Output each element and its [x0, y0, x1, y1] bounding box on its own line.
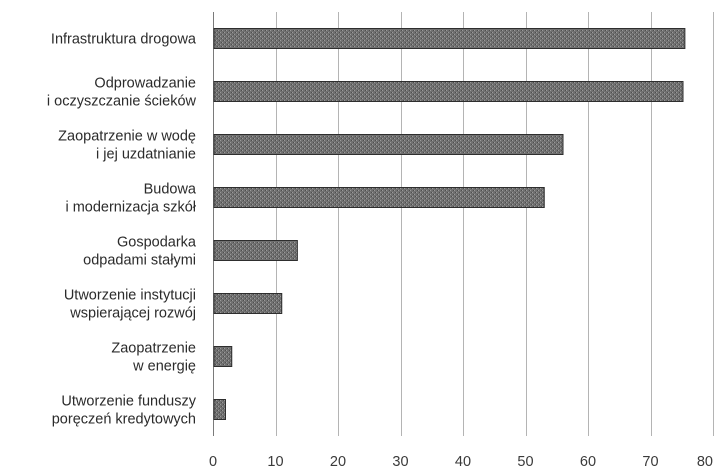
category-labels: Infrastruktura drogowa Odprowadzanie i ocz… — [47, 32, 197, 428]
category-label-line: i modernizacja szkół — [65, 200, 196, 216]
bar-2 — [213, 81, 684, 102]
category-label-7: Zaopatrzenie w energię — [111, 341, 196, 375]
category-label-line: Zaopatrzenie w wodę — [58, 129, 196, 145]
x-tick-label-70: 70 — [642, 454, 658, 470]
x-tick-label-80: 80 — [697, 454, 713, 470]
category-label-line: odpadami stałymi — [83, 253, 196, 269]
category-label-4: Budowa i modernizacja szkół — [65, 182, 196, 216]
x-tick-labels: 0 10 20 30 40 50 60 70 80 — [209, 454, 713, 470]
category-label-1: Infrastruktura drogowa — [51, 32, 197, 48]
x-tick-label-10: 10 — [267, 454, 283, 470]
category-label-line: Zaopatrzenie — [111, 341, 196, 357]
bar-3 — [213, 134, 564, 155]
category-label-line: wspierającej rozwój — [69, 306, 196, 322]
category-label-line: poręczeń kredytowych — [52, 412, 196, 428]
x-tick-label-20: 20 — [330, 454, 346, 470]
category-label-6: Utworzenie instytucji wspierającej rozwój — [64, 288, 196, 322]
category-label-line: Infrastruktura drogowa — [51, 32, 197, 48]
category-label-line: Odprowadzanie — [94, 76, 196, 92]
category-label-line: Utworzenie funduszy — [61, 394, 196, 410]
x-tick-label-30: 30 — [392, 454, 408, 470]
bar-7 — [213, 346, 233, 367]
bar-5 — [213, 240, 298, 261]
category-label-line: i oczyszczanie ścieków — [47, 94, 197, 110]
category-label-8: Utworzenie funduszy poręczeń kredytowych — [52, 394, 197, 428]
category-label-line: Budowa — [144, 182, 197, 198]
category-label-5: Gospodarka odpadami stałymi — [83, 235, 197, 269]
x-tick-label-0: 0 — [209, 454, 217, 470]
bar-4 — [213, 187, 545, 208]
category-label-line: Gospodarka — [117, 235, 197, 251]
category-label-2: Odprowadzanie i oczyszczanie ścieków — [47, 76, 197, 110]
category-label-line: i jej uzdatnianie — [96, 147, 196, 163]
x-tick-label-60: 60 — [580, 454, 596, 470]
x-tick-label-40: 40 — [455, 454, 471, 470]
bar-8 — [213, 399, 226, 420]
category-label-line: w energię — [132, 359, 196, 375]
bar-6 — [213, 293, 283, 314]
bars — [213, 28, 686, 420]
bar-1 — [213, 28, 686, 49]
category-label-3: Zaopatrzenie w wodę i jej uzdatnianie — [58, 129, 196, 163]
x-tick-label-50: 50 — [517, 454, 533, 470]
category-label-line: Utworzenie instytucji — [64, 288, 196, 304]
grid-lines — [276, 12, 714, 436]
